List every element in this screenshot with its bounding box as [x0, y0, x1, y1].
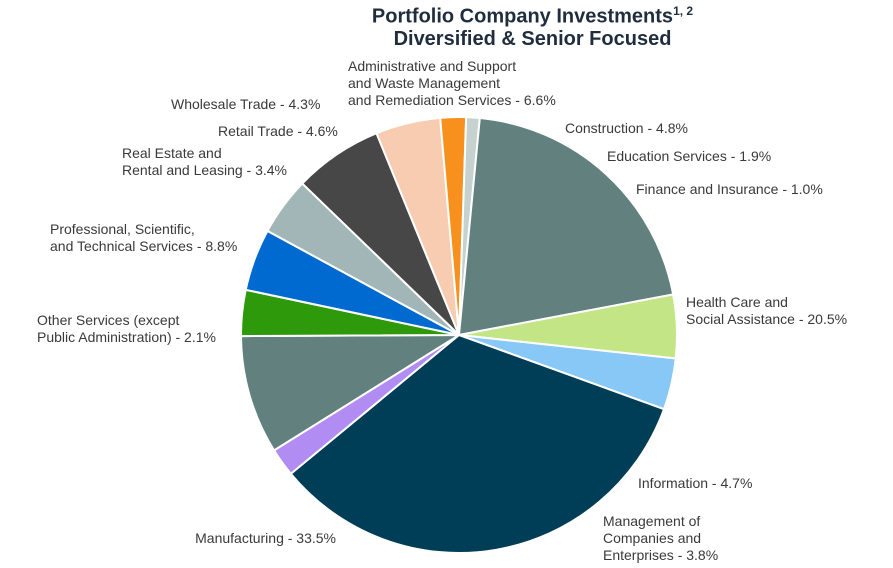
slice-label-finance: Finance and Insurance - 1.0%	[636, 181, 823, 197]
chart-title: Portfolio Company Investments	[371, 5, 674, 28]
chart-title-footnote: 1, 2	[673, 4, 694, 18]
slice-label-administrative: Administrative and Support and Waste Man…	[348, 58, 556, 108]
pie-slice	[266, 182, 460, 336]
pie-slice	[239, 333, 463, 452]
slice-label-manufacturing: Manufacturing - 33.5%	[195, 530, 336, 546]
slice-label-real-estate: Real Estate and Rental and Leasing - 3.4…	[122, 145, 287, 178]
slice-label-professional: Professional, Scientific, and Technical …	[50, 221, 238, 254]
slice-label-information: Information - 4.7%	[638, 475, 753, 491]
slice-label-wholesale: Wholesale Trade - 4.3%	[171, 96, 321, 112]
slice-label-management: Management of Companies and Enterprises …	[603, 513, 719, 563]
pie-slice	[457, 116, 675, 337]
slice-label-retail: Retail Trade - 4.6%	[218, 123, 338, 139]
slice-label-education: Education Services - 1.9%	[607, 148, 772, 164]
pie-slice	[289, 333, 666, 554]
chart-title-block: Portfolio Company Investments1, 2 Divers…	[0, 0, 893, 50]
slice-label-construction: Construction - 4.8%	[565, 120, 688, 136]
chart-subtitle: Diversified & Senior Focused	[393, 27, 672, 50]
slice-label-health-care: Health Care and Social Assistance - 20.5…	[686, 294, 848, 327]
slice-label-other-services: Other Services (except Public Administra…	[37, 312, 216, 345]
